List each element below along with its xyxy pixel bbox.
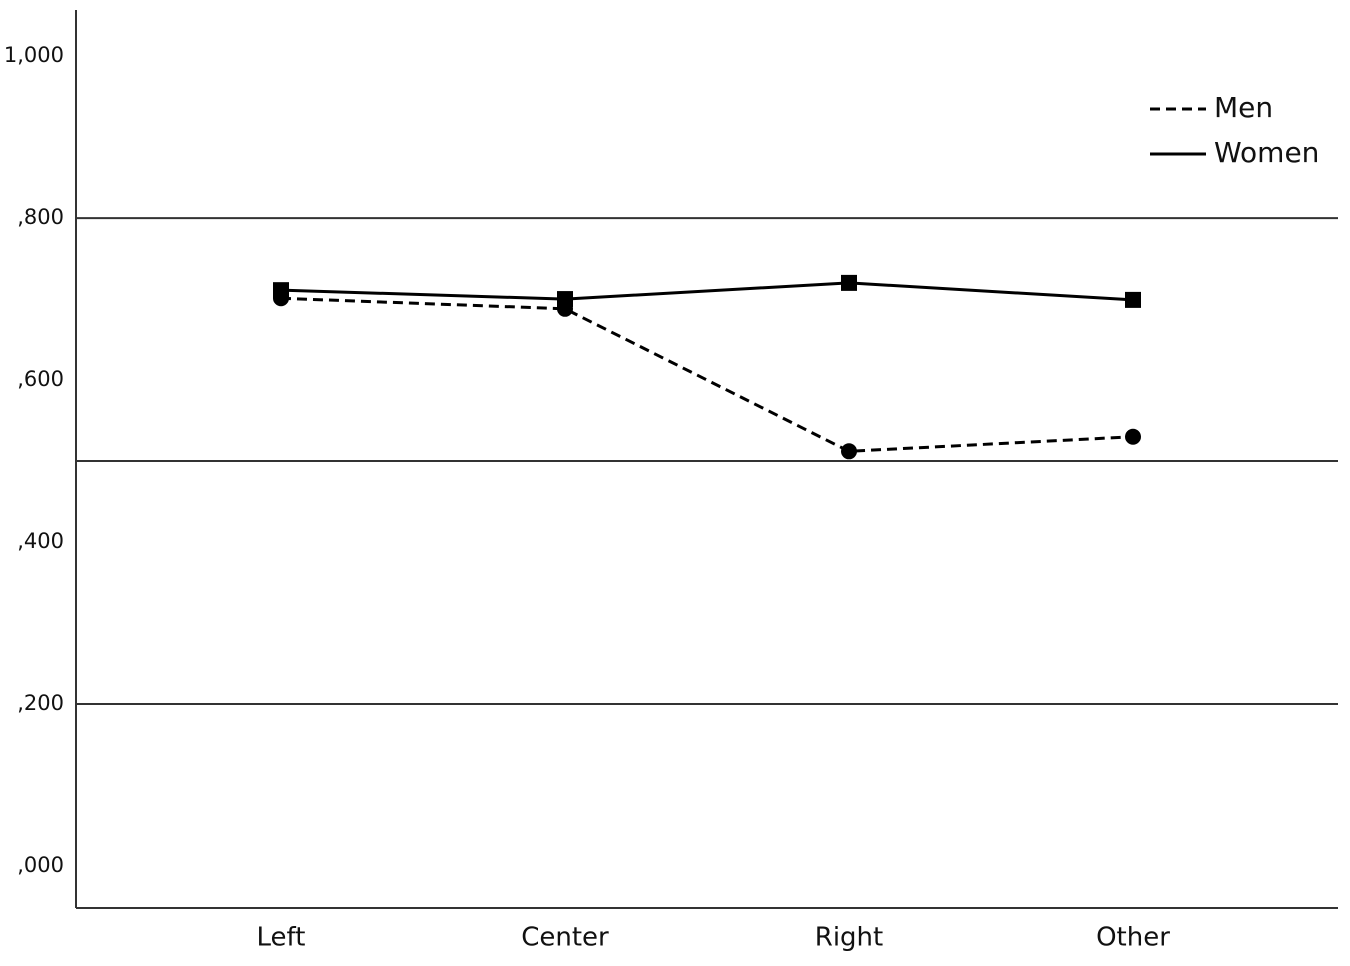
y-tick-label: ,400 <box>17 529 64 553</box>
x-tick-label: Left <box>257 923 306 953</box>
y-tick-label: ,600 <box>17 367 64 391</box>
legend-label: Women <box>1214 136 1319 169</box>
y-tick-label: ,200 <box>17 691 64 715</box>
line <box>280 281 1134 302</box>
x-tick-label: Other <box>1096 923 1170 953</box>
x-tick-label: Right <box>815 923 883 953</box>
y-tick-label: ,000 <box>17 853 64 877</box>
y-tick-label: ,800 <box>17 205 64 229</box>
marker <box>1125 428 1141 445</box>
x-tick-label: Center <box>521 923 609 953</box>
marker <box>841 274 857 291</box>
marker <box>557 291 573 308</box>
marker <box>273 282 289 299</box>
marker <box>1125 291 1141 308</box>
marker <box>841 443 857 460</box>
legend-label: Men <box>1214 91 1273 124</box>
line <box>280 296 1134 453</box>
y-tick-label: 1,000 <box>4 43 64 67</box>
